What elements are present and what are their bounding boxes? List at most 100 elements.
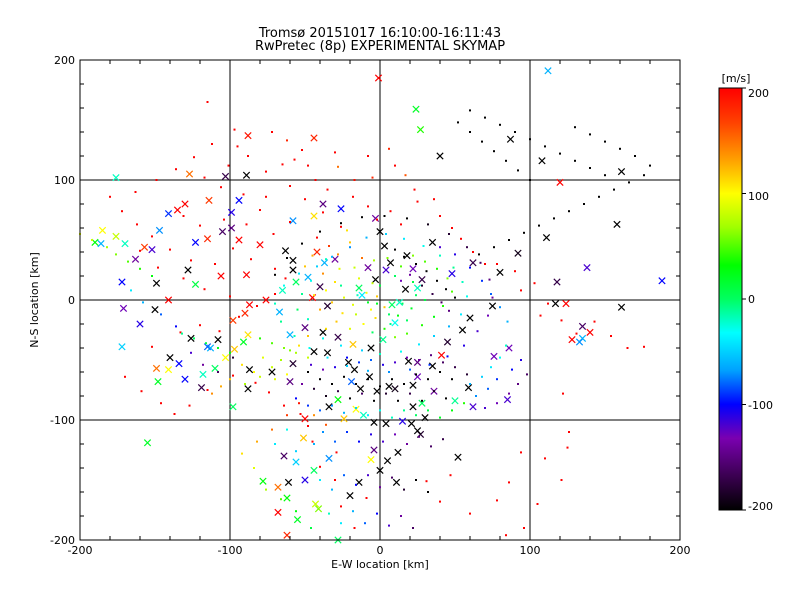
echo-marker-dot [293,158,296,161]
echo-marker-dot [352,510,354,513]
echo-marker-x [164,209,173,218]
echo-marker-dot [331,404,333,407]
echo-marker-dot [179,331,182,334]
echo-marker-x [185,170,194,178]
echo-marker-dot [340,225,342,228]
echo-marker-dot [376,295,378,298]
echo-marker-dot [319,409,321,412]
echo-marker-dot [643,174,645,177]
echo-marker-x [334,395,342,404]
echo-marker-x [319,200,327,208]
echo-marker-dot [454,366,456,369]
echo-marker-dot [227,164,230,167]
echo-marker-dot [206,389,209,391]
echo-marker-dot [310,363,312,366]
echo-marker-dot [313,414,315,417]
echo-marker-dot [254,381,257,384]
echo-marker-dot [218,330,221,333]
echo-marker-dot [313,387,315,390]
echo-marker-dot [481,375,483,378]
echo-marker-dot [353,179,356,181]
echo-marker-x [286,377,294,386]
echo-marker-x [404,357,413,365]
echo-marker-dot [304,265,306,268]
echo-marker-dot [319,308,321,311]
echo-marker-x [242,171,251,179]
echo-marker-x [283,531,291,539]
echo-marker-dot [481,279,483,282]
echo-marker-x [292,458,300,466]
echo-marker-dot [325,395,327,397]
echo-marker-x [244,331,252,339]
echo-marker-dot [203,288,206,291]
echo-marker-dot [338,267,341,270]
echo-marker-x [370,446,378,454]
x-tick-label: 0 [377,544,384,557]
echo-marker-dot [301,242,303,245]
echo-marker-dot [490,293,492,295]
echo-marker-dot [499,306,501,309]
echo-marker-dot [280,320,282,323]
echo-marker-dot [182,215,185,217]
echo-marker-dot [241,363,243,366]
echo-marker-x [259,477,267,485]
echo-marker-dot [376,302,378,305]
echo-marker-dot [469,383,471,385]
echo-marker-dot [529,138,531,141]
echo-marker-dot [335,320,338,323]
echo-marker-dot [175,168,177,171]
echo-marker-x [334,333,342,341]
echo-marker-dot [301,149,303,151]
echo-marker-x [221,353,230,362]
echo-marker-x [575,338,584,346]
echo-marker-dot [406,217,408,220]
echo-marker-x [436,152,444,160]
echo-marker-x [181,375,189,383]
echo-marker-x [325,403,333,411]
echo-marker-x [280,452,288,460]
echo-marker-dot [322,431,324,433]
echo-marker-dot [274,378,276,381]
echo-marker-dot [568,210,570,213]
echo-marker-x [310,134,318,142]
echo-marker-x [227,208,236,217]
echo-marker-dot [430,445,432,448]
echo-marker-dot [241,452,243,455]
echo-marker-dot [430,354,432,357]
echo-marker-x [386,259,395,267]
echo-marker-x [143,439,152,447]
echo-marker-dot [449,474,452,477]
echo-marker-x [299,434,308,442]
echo-marker-dot [121,210,123,213]
echo-marker-dot [415,479,417,481]
echo-marker-dot [203,176,206,179]
echo-marker-x [286,331,294,339]
echo-marker-dot [409,273,411,276]
echo-marker-dot [355,407,357,409]
echo-marker-x [413,284,422,292]
echo-marker-dot [385,392,387,395]
x-tick-label: 100 [520,544,541,557]
echo-marker-x [382,266,390,274]
echo-marker-dot [370,433,372,436]
echo-marker-dot [328,245,330,247]
echo-marker-dot [634,155,636,157]
echo-marker-dot [307,335,309,337]
echo-marker-dot [259,375,261,378]
echo-marker-dot [496,499,498,502]
echo-marker-x [352,405,360,413]
echo-marker-x [367,455,375,464]
echo-marker-dot [508,239,510,241]
echo-marker-x [458,326,467,334]
echo-marker-dot [293,335,296,337]
echo-marker-x [316,283,324,291]
echo-marker-x [301,476,309,484]
echo-marker-dot [283,347,285,349]
echo-marker-dot [286,428,288,431]
echo-marker-dot [514,270,516,273]
echo-marker-dot [229,378,231,381]
echo-marker-dot [331,383,333,385]
echo-marker-dot [367,378,369,381]
echo-marker-dot [382,363,384,366]
colorbar-tick-label: -200 [748,500,773,513]
